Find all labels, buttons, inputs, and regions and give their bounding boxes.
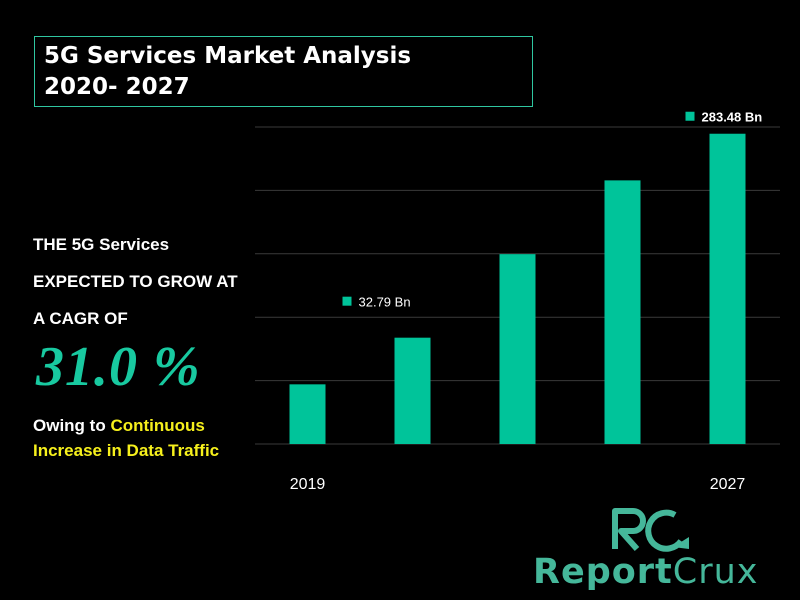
growth-text-line-1: THE 5G Services <box>33 235 170 254</box>
x-tick-label: 2027 <box>710 476 746 493</box>
rc-logo-icon <box>612 508 689 552</box>
growth-text-line-3: A CAGR OF <box>33 309 128 328</box>
reason-prefix: Owing to <box>33 416 111 435</box>
bar <box>709 133 746 444</box>
bar <box>604 180 641 444</box>
title-line-2: 2020- 2027 <box>44 74 190 100</box>
reason-highlight-2: Increase in Data Traffic <box>33 441 220 460</box>
data-label-marker <box>685 111 695 121</box>
data-label: 283.48 Bn <box>702 110 763 125</box>
reason-line-1: Owing to Continuous <box>33 416 205 436</box>
data-label-marker <box>342 296 352 306</box>
growth-text-line-2: EXPECTED TO GROW AT <box>33 272 238 291</box>
logo-word-crux: Crux <box>672 552 759 592</box>
title-line-1: 5G Services Market Analysis <box>44 43 412 69</box>
cagr-value: 31.0 % <box>36 336 201 398</box>
bar <box>394 337 431 444</box>
x-tick-label: 2019 <box>290 476 326 493</box>
logo-wordmark: ReportCrux <box>533 552 759 592</box>
data-label: 32.79 Bn <box>359 295 411 310</box>
bar <box>499 254 536 444</box>
logo-word-report: Report <box>533 552 673 592</box>
title-box: 5G Services Market Analysis 2020- 2027 <box>34 36 533 107</box>
reason-highlight-1: Continuous <box>110 416 205 435</box>
bar <box>289 384 326 444</box>
